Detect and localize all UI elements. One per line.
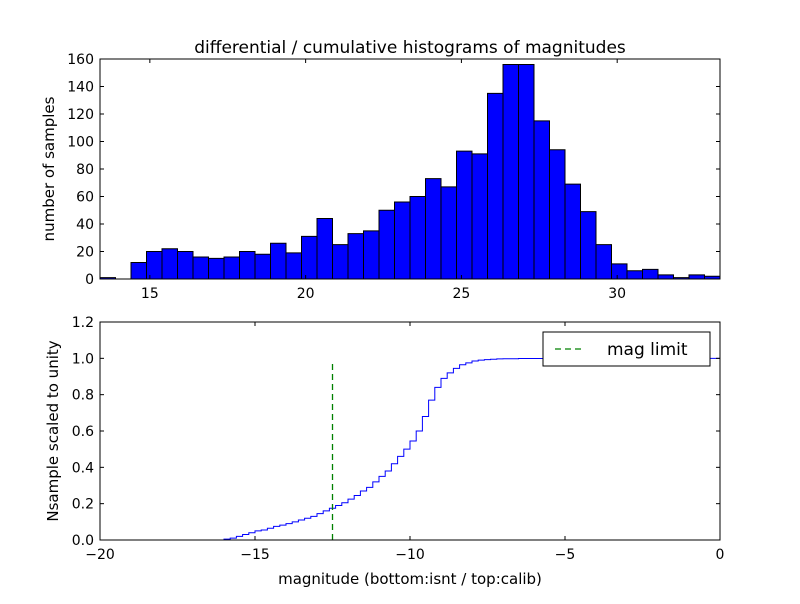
histogram-bar xyxy=(177,251,194,280)
histogram-bar xyxy=(254,253,271,280)
histogram-bar xyxy=(533,120,550,280)
y-tick-label: 1.2 xyxy=(72,315,94,331)
top-y-axis-label: number of samples xyxy=(40,96,58,241)
histogram-bar xyxy=(440,186,457,280)
histogram-bar xyxy=(549,149,566,280)
x-tick-label: −5 xyxy=(555,547,576,563)
x-tick-label: −20 xyxy=(85,547,115,563)
y-tick-label: 0 xyxy=(85,272,94,288)
histogram-bar xyxy=(626,270,643,280)
bottom-x-axis-label: magnitude (bottom:isnt / top:calib) xyxy=(278,570,542,588)
y-tick-label: 160 xyxy=(67,52,94,68)
histogram-bar xyxy=(518,64,535,280)
y-tick-label: 100 xyxy=(67,135,94,151)
histogram-bar xyxy=(347,233,364,280)
histogram-bar xyxy=(394,201,411,280)
histogram-bar xyxy=(487,92,504,280)
histogram-bar xyxy=(688,274,705,280)
x-tick-label: −15 xyxy=(240,547,270,563)
differential-histogram-panel: differential / cumulative histograms of … xyxy=(40,38,721,302)
histogram-bar xyxy=(564,183,581,280)
histogram-bar xyxy=(161,248,178,280)
legend-entry-mag-limit: mag limit xyxy=(607,340,688,360)
histogram-bar xyxy=(285,252,302,280)
histogram-bar xyxy=(409,196,426,280)
x-tick-label: 15 xyxy=(141,286,159,302)
y-tick-label: 60 xyxy=(76,190,94,206)
histogram-bar xyxy=(332,244,349,280)
cumulative-lines xyxy=(100,357,721,541)
y-tick-label: 120 xyxy=(67,107,94,123)
x-tick-label: 20 xyxy=(297,286,315,302)
histogram-bar xyxy=(471,153,488,280)
histogram-bar xyxy=(208,257,225,280)
chart-title: differential / cumulative histograms of … xyxy=(194,38,626,58)
histogram-bar xyxy=(316,218,333,280)
bottom-plot-frame xyxy=(99,321,721,541)
histogram-bar xyxy=(657,274,674,280)
top-plot-frame xyxy=(99,58,721,280)
histogram-bar xyxy=(301,235,318,280)
histogram-bar xyxy=(146,251,163,280)
histogram-bar xyxy=(425,178,442,280)
y-tick-label: 0.2 xyxy=(72,497,94,513)
histogram-bar xyxy=(611,263,628,280)
histogram-bar xyxy=(223,256,240,280)
x-tick-label: 0 xyxy=(716,547,725,563)
bottom-axis-ticks: 0.0 0.2 0.4 0.6 0.8 1.0 1.2 −20 −15 −10 −5 0 xyxy=(72,315,725,563)
y-tick-label: 0.4 xyxy=(72,460,94,476)
histogram-bar xyxy=(363,230,380,280)
x-tick-label: 25 xyxy=(452,286,470,302)
histogram-bar xyxy=(502,64,519,280)
y-tick-label: 140 xyxy=(67,80,94,96)
cumulative-histogram-panel: Nsample scaled to unity magnitude (botto… xyxy=(44,315,724,588)
histogram-bars xyxy=(99,64,721,280)
histogram-bar xyxy=(130,262,147,280)
histogram-bar xyxy=(378,209,395,280)
top-axis-ticks: 0 20 40 60 80 100 120 140 160 15 20 25 30 xyxy=(67,52,720,302)
y-tick-label: 20 xyxy=(76,245,94,261)
y-tick-label: 40 xyxy=(76,217,94,233)
y-tick-label: 0.8 xyxy=(72,388,94,404)
histogram-bar xyxy=(192,256,209,280)
histogram-bar xyxy=(270,242,287,280)
legend: mag limit xyxy=(542,331,711,367)
cumulative-step-line xyxy=(100,357,721,541)
histogram-bar xyxy=(456,150,473,280)
y-tick-label: 0.6 xyxy=(72,424,94,440)
y-tick-label: 0.0 xyxy=(72,533,94,549)
histogram-bar xyxy=(642,268,659,280)
histogram-bar xyxy=(580,211,597,280)
x-tick-label: 30 xyxy=(608,286,626,302)
y-tick-label: 1.0 xyxy=(72,351,94,367)
histogram-bar xyxy=(239,251,256,280)
x-tick-label: −10 xyxy=(395,547,425,563)
bottom-y-axis-label: Nsample scaled to unity xyxy=(44,340,62,521)
y-tick-label: 80 xyxy=(76,162,94,178)
histogram-bar xyxy=(595,244,612,280)
